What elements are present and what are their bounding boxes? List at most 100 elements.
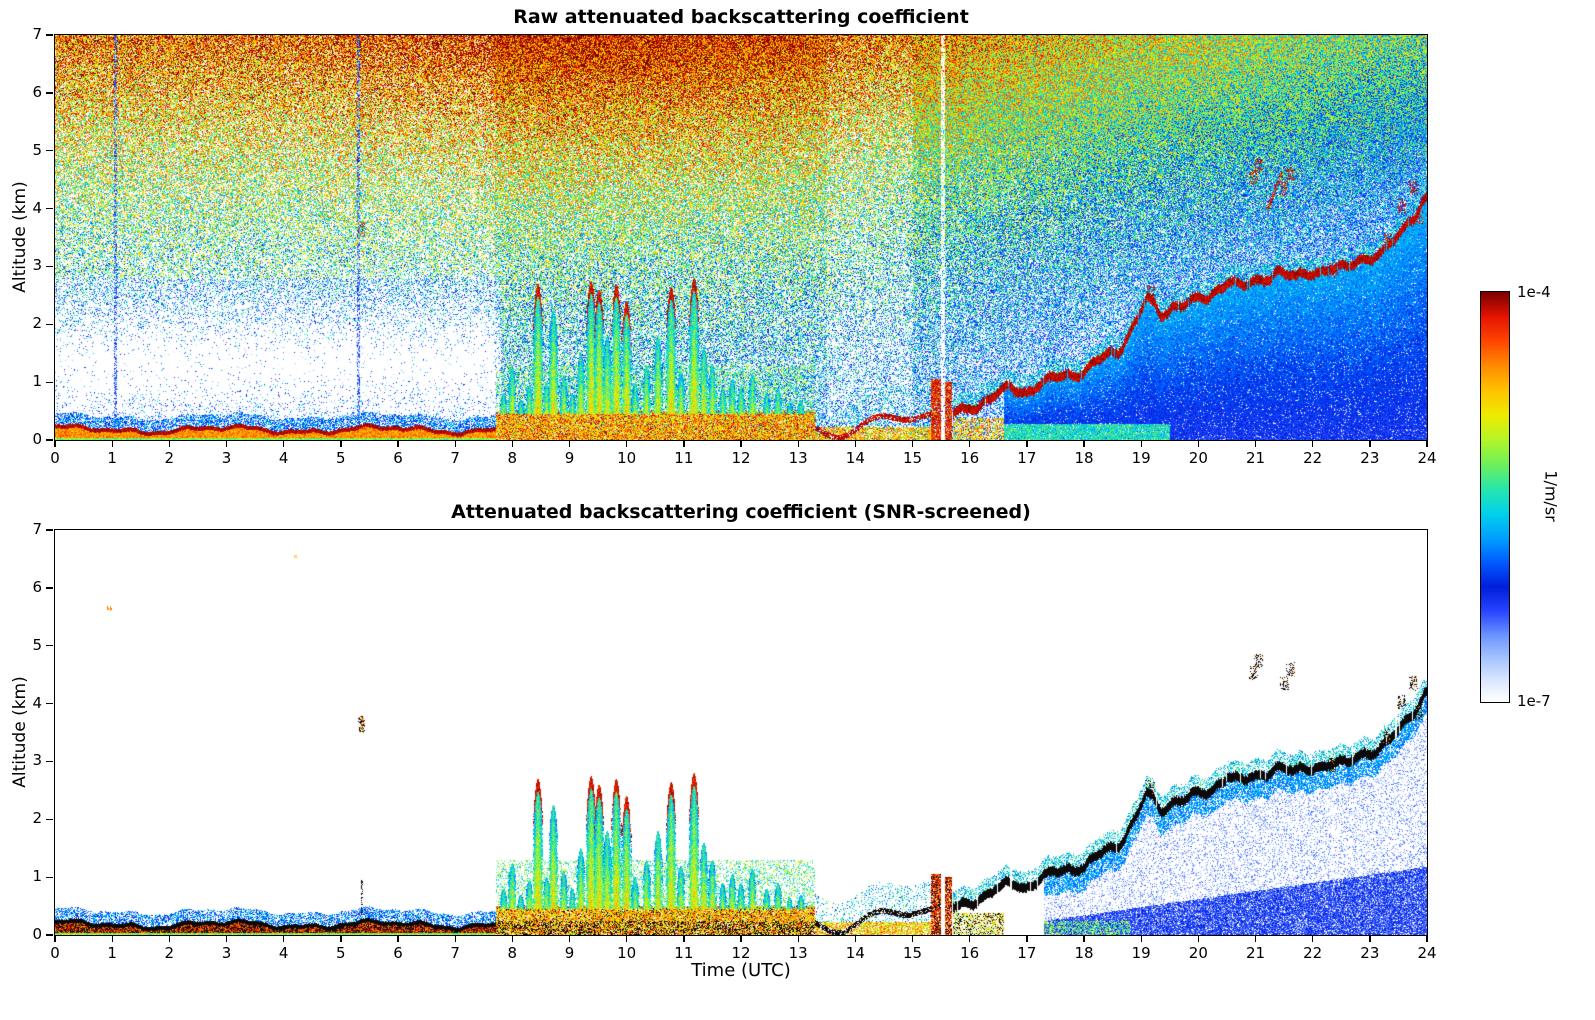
y-tick-label: 7 [8, 25, 42, 43]
y-tick-mark [46, 324, 53, 325]
x-tick-mark [169, 936, 170, 942]
x-tick-mark [455, 936, 456, 942]
y-tick-mark [46, 382, 53, 383]
x-tick-mark [569, 936, 570, 942]
screened-y-axis-label: Altitude (km) [10, 676, 30, 788]
colorbar-unit-label: 1/m/sr [1542, 470, 1561, 521]
x-tick-label: 2 [152, 449, 186, 467]
x-tick-mark [740, 936, 741, 942]
x-tick-label: 18 [1067, 944, 1101, 962]
x-tick-mark [1255, 936, 1256, 942]
x-tick-label: 0 [38, 449, 72, 467]
x-tick-label: 24 [1410, 944, 1444, 962]
x-tick-mark [397, 936, 398, 942]
x-tick-label: 10 [610, 944, 644, 962]
y-tick-label: 2 [8, 809, 42, 827]
y-tick-label: 1 [8, 372, 42, 390]
x-tick-label: 8 [495, 449, 529, 467]
x-tick-mark [969, 936, 970, 942]
x-tick-label: 3 [210, 944, 244, 962]
x-tick-label: 14 [838, 944, 872, 962]
raw-y-axis-label: Altitude (km) [10, 181, 30, 293]
x-tick-label: 1 [95, 944, 129, 962]
x-tick-label: 22 [1296, 449, 1330, 467]
y-tick-mark [46, 266, 53, 267]
y-tick-mark [46, 439, 53, 440]
colorbar [1480, 291, 1510, 703]
x-tick-label: 15 [896, 944, 930, 962]
x-tick-label: 3 [210, 449, 244, 467]
x-tick-mark [54, 441, 55, 447]
x-tick-mark [169, 441, 170, 447]
x-tick-label: 23 [1353, 944, 1387, 962]
x-tick-mark [1198, 441, 1199, 447]
y-tick-mark [46, 934, 53, 935]
x-tick-mark [512, 441, 513, 447]
x-tick-mark [683, 936, 684, 942]
x-tick-mark [340, 441, 341, 447]
x-tick-mark [283, 936, 284, 942]
x-tick-mark [1026, 441, 1027, 447]
x-tick-mark [912, 441, 913, 447]
x-tick-label: 1 [95, 449, 129, 467]
x-tick-mark [397, 441, 398, 447]
x-tick-mark [912, 936, 913, 942]
x-tick-mark [1083, 441, 1084, 447]
x-tick-mark [855, 936, 856, 942]
x-tick-label: 20 [1181, 944, 1215, 962]
x-tick-mark [969, 441, 970, 447]
x-tick-label: 21 [1239, 944, 1273, 962]
x-tick-label: 24 [1410, 449, 1444, 467]
x-tick-label: 17 [1010, 449, 1044, 467]
y-tick-mark [46, 645, 53, 646]
x-tick-mark [626, 936, 627, 942]
y-tick-mark [46, 877, 53, 878]
x-tick-mark [340, 936, 341, 942]
x-tick-mark [1312, 441, 1313, 447]
y-tick-label: 6 [8, 83, 42, 101]
y-tick-mark [46, 819, 53, 820]
x-tick-label: 4 [267, 449, 301, 467]
x-axis-label: Time (UTC) [691, 960, 791, 981]
x-tick-label: 10 [610, 449, 644, 467]
x-tick-mark [1141, 936, 1142, 942]
x-tick-label: 9 [553, 449, 587, 467]
x-tick-mark [1198, 936, 1199, 942]
x-tick-label: 6 [381, 449, 415, 467]
x-tick-label: 12 [724, 449, 758, 467]
y-tick-label: 6 [8, 578, 42, 596]
x-tick-label: 0 [38, 944, 72, 962]
x-tick-mark [1083, 936, 1084, 942]
y-tick-label: 2 [8, 314, 42, 332]
x-tick-label: 5 [324, 449, 358, 467]
x-tick-mark [683, 441, 684, 447]
x-tick-mark [855, 441, 856, 447]
y-tick-mark [46, 208, 53, 209]
x-tick-mark [1141, 441, 1142, 447]
x-tick-label: 9 [553, 944, 587, 962]
x-tick-mark [1026, 936, 1027, 942]
x-tick-label: 11 [667, 449, 701, 467]
x-tick-label: 15 [896, 449, 930, 467]
x-tick-mark [1312, 936, 1313, 942]
colorbar-gradient [1481, 292, 1509, 702]
figure: Raw attenuated backscattering coefficien… [0, 0, 1595, 1020]
x-tick-label: 13 [781, 449, 815, 467]
x-tick-mark [626, 441, 627, 447]
y-tick-label: 1 [8, 867, 42, 885]
x-tick-mark [512, 936, 513, 942]
x-tick-mark [112, 441, 113, 447]
y-tick-label: 7 [8, 520, 42, 538]
x-tick-mark [569, 441, 570, 447]
x-tick-mark [226, 441, 227, 447]
x-tick-label: 7 [438, 944, 472, 962]
y-tick-label: 0 [8, 925, 42, 943]
y-tick-mark [46, 587, 53, 588]
raw-panel: 0 1 2 3 4 5 6 7 8 9 10 11 12 13 14 15 16 17 18 19 20 21 22 23 24… [54, 34, 1428, 441]
y-tick-label: 0 [8, 430, 42, 448]
y-tick-label: 5 [8, 141, 42, 159]
raw-heatmap-canvas [55, 35, 1427, 440]
x-tick-label: 19 [1124, 944, 1158, 962]
x-tick-mark [798, 441, 799, 447]
x-tick-label: 23 [1353, 449, 1387, 467]
